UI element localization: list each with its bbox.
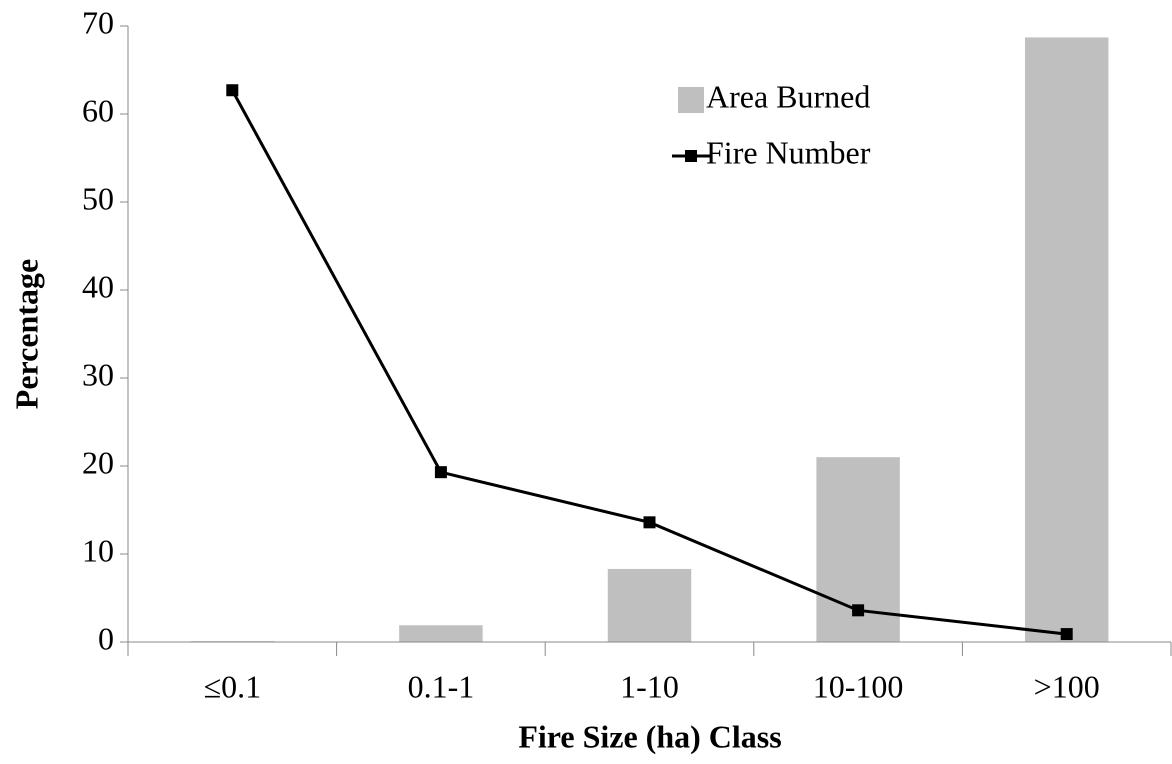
x-tick-label: >100: [1034, 668, 1100, 704]
bar: [607, 568, 692, 642]
marker: [226, 84, 239, 97]
legend-label: Fire Number: [706, 134, 871, 170]
y-tick-label: 20: [82, 444, 114, 480]
marker: [434, 466, 447, 479]
y-tick-label: 10: [82, 532, 114, 568]
marker: [643, 516, 656, 529]
marker: [852, 604, 865, 617]
bar: [399, 625, 483, 642]
line: [230, 89, 1067, 636]
legend-label: Area Burned: [706, 78, 870, 114]
x-tick-label: 0.1-1: [408, 668, 475, 704]
x-tick-label: 10-100: [813, 668, 904, 704]
marker: [1060, 628, 1073, 641]
bar: [1024, 37, 1109, 642]
y-tick-label: 60: [82, 92, 114, 128]
x-tick-label: ≤0.1: [204, 668, 262, 704]
y-axis-title: Percentage: [8, 259, 44, 409]
x-tick-label: 1-10: [620, 668, 679, 704]
y-tick-label: 70: [82, 4, 114, 40]
legend-marker: [685, 150, 697, 162]
y-tick-label: 40: [82, 268, 114, 304]
y-tick-label: 50: [82, 180, 114, 216]
legend-swatch: [678, 87, 704, 113]
y-tick-label: 0: [98, 620, 114, 656]
y-tick-label: 30: [82, 356, 114, 392]
x-axis-title: Fire Size (ha) Class: [518, 718, 781, 754]
